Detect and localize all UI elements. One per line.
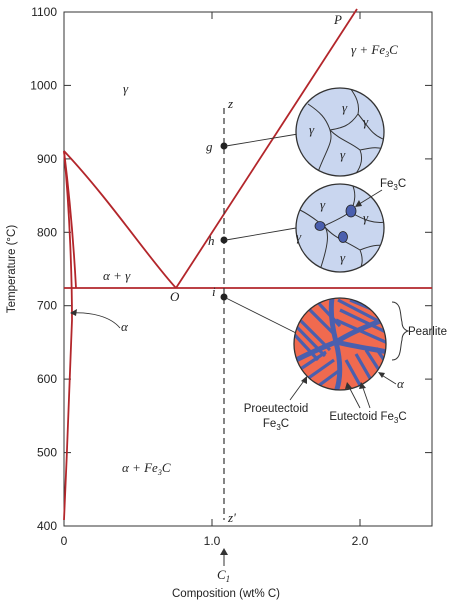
- svg-text:γ: γ: [342, 100, 348, 115]
- svg-text:γ: γ: [296, 229, 302, 244]
- label-z-prime: z': [227, 510, 236, 525]
- svg-text:γ: γ: [320, 197, 326, 212]
- x-axis-title: Composition (wt% C): [172, 588, 280, 600]
- micro-gamma-grains: γ γ γ γ: [295, 87, 385, 177]
- point-g: [220, 142, 228, 150]
- region-gamma-fe3c: γ + Fe3C: [351, 42, 398, 59]
- label-i: i: [212, 284, 216, 299]
- y-tick-500: 500: [37, 446, 57, 460]
- proeutectoid-arrow-head: [301, 376, 307, 384]
- label-proeutectoid-line1: Proeutectoid: [244, 403, 309, 415]
- c1-marker: C1: [217, 548, 230, 584]
- y-axis-title: Temperature (°C): [6, 225, 18, 313]
- label-pearlite: Pearlite: [408, 326, 447, 338]
- y-tick-600: 600: [37, 372, 57, 386]
- x-tick-2: 2.0: [352, 534, 369, 548]
- label-fe3c-micro: Fe3C: [380, 178, 406, 192]
- label-z: z: [227, 96, 233, 111]
- alpha-callout-arrow: [70, 309, 77, 316]
- y-tick-800: 800: [37, 225, 57, 239]
- label-proeutectoid-line2: Fe3C: [263, 418, 289, 432]
- label-alpha-pearlite: α: [397, 376, 405, 391]
- region-alpha-fe3c: α + Fe3C: [122, 460, 171, 477]
- region-gamma: γ: [123, 81, 129, 96]
- x-tick-1: 1.0: [204, 534, 221, 548]
- y-tick-400: 400: [37, 519, 57, 533]
- label-O: O: [170, 289, 180, 304]
- svg-text:γ: γ: [363, 210, 369, 225]
- y-tick-1100: 1100: [31, 5, 57, 19]
- eutectoid-arrow-head-1: [345, 382, 352, 389]
- x-ticks: [211, 12, 361, 526]
- region-alpha-gamma: α + γ: [103, 268, 131, 283]
- label-alpha-left: α: [121, 319, 129, 334]
- micro-gamma-fe3c: γ γ γ γ: [295, 183, 385, 273]
- alpha-pearlite-arrow-head: [378, 372, 385, 378]
- svg-text:γ: γ: [340, 250, 346, 265]
- y-tick-700: 700: [37, 299, 57, 313]
- svg-text:γ: γ: [340, 147, 346, 162]
- a3-curve: [63, 150, 177, 289]
- svg-text:γ: γ: [363, 114, 369, 129]
- point-i: [220, 293, 228, 301]
- plot-frame: [63, 11, 433, 527]
- eutectoid-arrow-line-1: [347, 384, 361, 409]
- x-tick-0: 0: [61, 534, 68, 548]
- alpha-boundary-lower: [63, 150, 73, 521]
- eutectoid-arrow-line-2: [361, 384, 371, 409]
- y-tick-900: 900: [37, 152, 57, 166]
- micro-pearlite: [293, 297, 387, 391]
- label-h: h: [208, 233, 215, 248]
- acm-line: [175, 8, 358, 289]
- label-eutectoid: Eutectoid Fe3C: [329, 411, 406, 425]
- y-tick-1000: 1000: [30, 78, 57, 92]
- phase-boundaries: [63, 8, 432, 521]
- label-P: P: [333, 12, 342, 27]
- fe3c-arrow-head: [355, 200, 362, 207]
- alpha-callout-line: [71, 312, 121, 329]
- label-g: g: [206, 139, 213, 154]
- pearlite-brace: [391, 301, 410, 361]
- eutectoid-arrow-head-2: [359, 382, 366, 389]
- point-h: [220, 236, 228, 244]
- svg-text:γ: γ: [309, 122, 315, 137]
- c1-label: C1: [217, 567, 230, 584]
